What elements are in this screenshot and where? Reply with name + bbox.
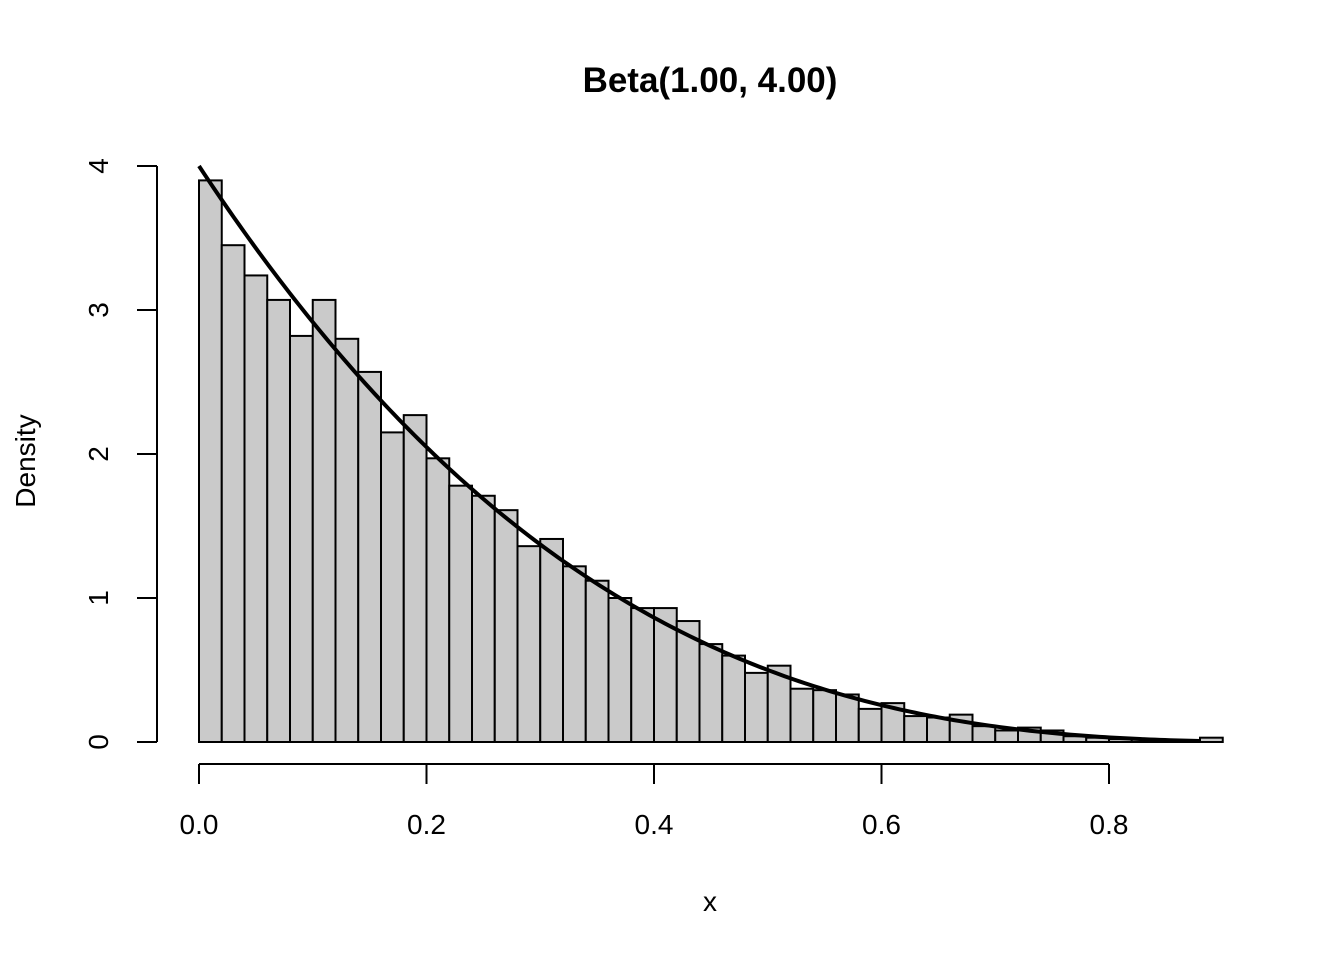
histogram-bar [607,597,633,743]
x-tick-label: 0.2 [407,809,446,840]
histogram-bar [516,545,542,743]
histogram-bar [471,494,496,744]
histogram-bar [402,414,428,743]
histogram-bar [789,687,815,743]
y-tick-label: 2 [83,446,114,462]
x-axis-label: x [703,886,717,917]
y-tick-label: 3 [83,302,114,318]
x-tick-label: 0.8 [1090,809,1129,840]
y-tick-label: 0 [83,734,114,750]
histogram-bar [812,689,837,743]
x-tick-label: 0.4 [635,809,674,840]
histogram-bar [289,334,314,743]
x-axis: 0.0 0.2 0.4 0.6 0.8 [180,763,1129,840]
histogram-bar [334,337,360,743]
chart-title: Beta(1.00, 4.00) [583,61,838,100]
histogram-bar [971,725,997,743]
histogram-bar [698,643,724,744]
y-axis-label: Density [10,414,41,507]
histogram-bar [448,484,473,743]
histogram-bar [630,607,655,744]
histogram-bar [380,431,405,743]
histogram-bar [243,274,269,743]
y-tick-label: 4 [83,158,114,174]
density-curve [197,164,1201,743]
y-axis: 0 1 2 3 4 [83,158,158,750]
histogram-bars [198,179,1224,744]
x-tick-label: 0.0 [180,809,219,840]
x-tick-label: 0.6 [862,809,901,840]
histogram-bar [903,715,928,744]
histogram-bar [311,298,337,743]
histogram-bar [425,457,451,743]
histogram-bar [539,537,564,744]
histogram-bar [926,716,951,744]
histogram-bar [721,654,746,743]
histogram-bar [357,370,382,743]
y-tick-label: 1 [83,590,114,606]
histogram-bar [493,509,519,743]
histogram-bar [835,693,860,743]
histogram-bar [994,729,1019,743]
histogram-bar [584,579,610,743]
histogram-bar [266,298,291,743]
histogram-bar [1199,736,1224,743]
histogram-bar [744,671,769,744]
histogram-bar [562,565,587,743]
histogram-bar [198,179,223,743]
histogram-bar [220,244,246,743]
histogram-bar [857,707,883,744]
